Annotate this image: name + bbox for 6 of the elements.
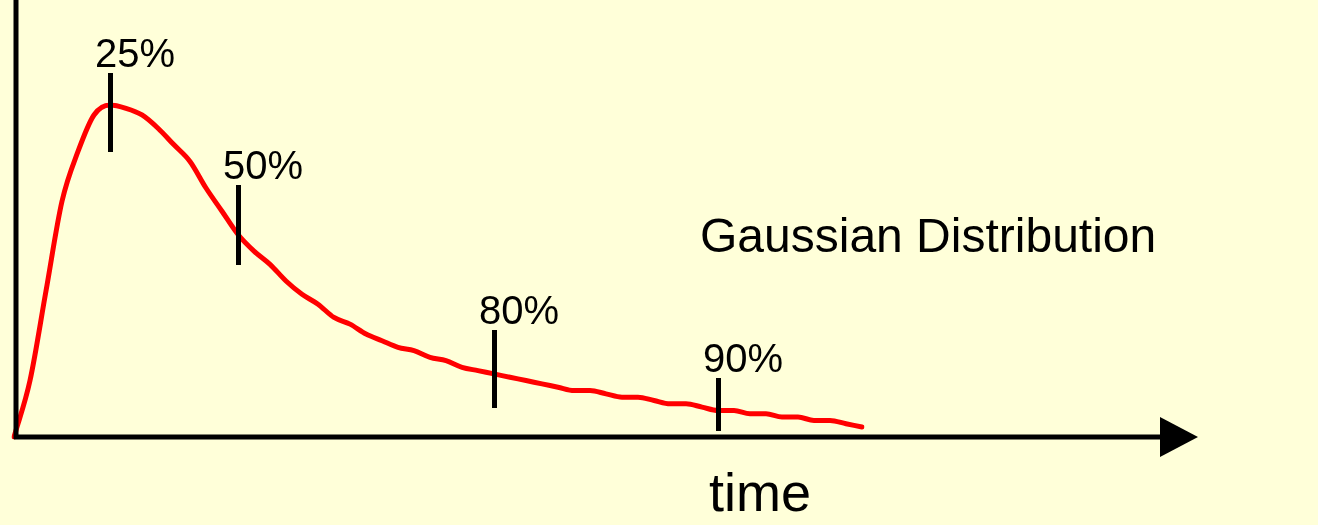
x-axis-title: time [708, 462, 812, 522]
annotation: 90% [703, 336, 784, 380]
annotation: 50% [223, 143, 304, 187]
annotation: Gaussian Distribution [700, 208, 1158, 264]
text: 25% [95, 31, 176, 75]
annotation: 80% [479, 288, 560, 332]
